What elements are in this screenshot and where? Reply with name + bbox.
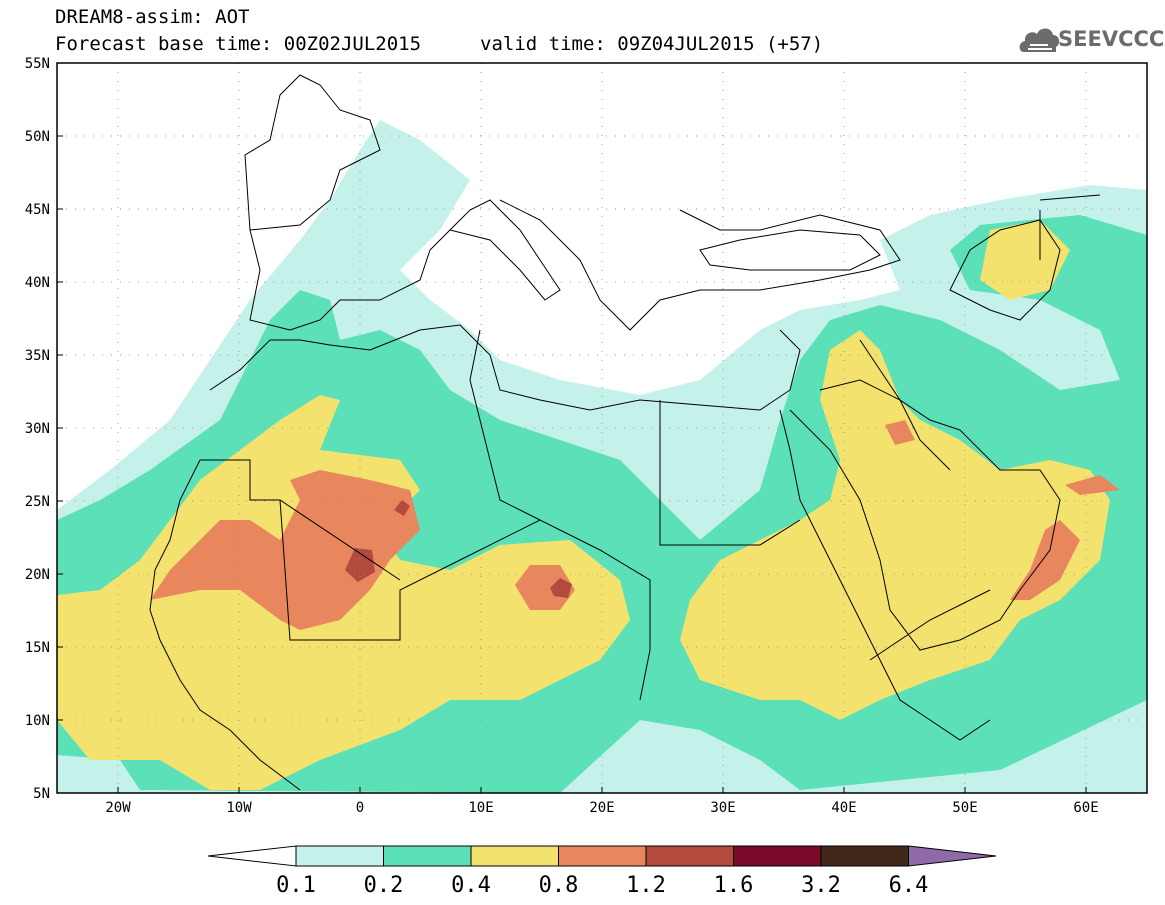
contour-1.2-b [550, 578, 572, 598]
cloud-icon [1019, 28, 1060, 52]
contour-0.4-caspian [980, 220, 1070, 300]
colorbar-label: 6.4 [889, 873, 929, 898]
lon-label: 20W [105, 800, 131, 816]
coastlines [149, 74, 1101, 791]
colorbar-segment [733, 845, 822, 867]
colorbar-label: 0.4 [451, 873, 491, 898]
lon-label: 60E [1073, 800, 1098, 816]
lon-label: 10E [468, 800, 493, 816]
lon-label: 30E [710, 800, 735, 816]
colorbar-label: 0.2 [364, 873, 404, 898]
lon-label: 40E [831, 800, 856, 816]
colorbar-labels: 0.1 0.2 0.4 0.8 1.2 1.6 3.2 6.4 [276, 873, 928, 898]
colorbar-high-arrow [908, 845, 997, 867]
lon-label: 10W [226, 800, 252, 816]
contour-0.8-iraq [885, 420, 915, 445]
lat-label: 10N [25, 713, 50, 729]
contour-0.8-gulf [1065, 475, 1120, 495]
tick-marks [57, 62, 1087, 794]
lat-label: 35N [25, 348, 50, 364]
lon-label: 50E [952, 800, 977, 816]
colorbar-segment [383, 845, 472, 867]
valid-time: valid time: 09Z04JUL2015 (+57) [480, 33, 824, 55]
longitude-labels: 20W 10W 0 10E 20E 30E 40E 50E 60E [105, 800, 1098, 816]
lat-label: 20N [25, 567, 50, 583]
colorbar-label: 1.6 [714, 873, 754, 898]
colorbar-segment [820, 845, 909, 867]
colorbar [207, 845, 997, 867]
aot-contours [57, 63, 1147, 793]
colorbar-low-arrow [207, 845, 297, 867]
contour-1.2-a [345, 548, 375, 582]
colorbar-segment [558, 845, 647, 867]
colorbar-label: 0.1 [276, 873, 316, 898]
lat-label: 5N [33, 786, 50, 802]
forecast-base-time: Forecast base time: 00Z02JUL2015 [55, 33, 422, 55]
colorbar-segment [295, 845, 384, 867]
contour-0.8-chad [515, 565, 575, 610]
map-title: DREAM8-assim: AOT [55, 6, 250, 28]
colorbar-label: 3.2 [801, 873, 841, 898]
lon-label: 20E [589, 800, 614, 816]
logo-text: SEEVCCC [1058, 27, 1165, 51]
lat-label: 55N [25, 56, 50, 72]
colorbar-segment [470, 845, 559, 867]
lat-label: 25N [25, 494, 50, 510]
lat-label: 45N [25, 202, 50, 218]
contour-1.2-c [394, 500, 410, 516]
lat-label: 15N [25, 640, 50, 656]
lat-label: 50N [25, 129, 50, 145]
contour-0.8-sahara [150, 470, 420, 630]
contour-0.4-arabia [680, 330, 1110, 720]
lat-label: 30N [25, 421, 50, 437]
lat-label: 40N [25, 275, 50, 291]
latitude-labels: 55N 50N 45N 40N 35N 30N 25N 20N 15N 10N … [25, 56, 50, 802]
lon-label: 0 [356, 800, 364, 816]
colorbar-segment [645, 845, 734, 867]
colorbar-label: 1.2 [626, 873, 666, 898]
colorbar-label: 0.8 [539, 873, 579, 898]
